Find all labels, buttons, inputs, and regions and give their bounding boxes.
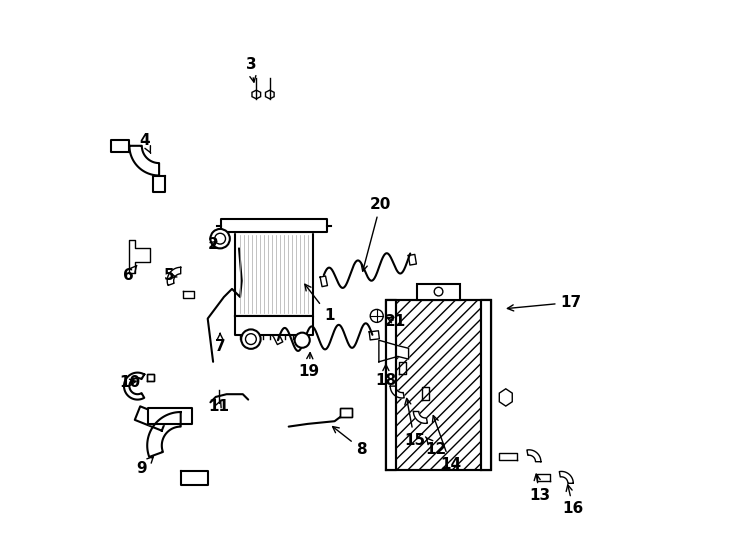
Polygon shape [184, 291, 195, 298]
Polygon shape [221, 219, 327, 232]
Bar [386, 300, 491, 470]
Polygon shape [390, 386, 404, 398]
Polygon shape [252, 90, 261, 99]
Polygon shape [422, 387, 429, 400]
Text: 13: 13 [529, 474, 550, 503]
Text: 6: 6 [123, 266, 137, 283]
Text: 7: 7 [215, 333, 225, 354]
Polygon shape [181, 471, 208, 485]
Polygon shape [537, 475, 550, 482]
Bar [235, 232, 313, 316]
Polygon shape [320, 276, 327, 287]
Polygon shape [235, 316, 313, 335]
Text: 12: 12 [426, 437, 447, 457]
Polygon shape [167, 267, 181, 286]
Polygon shape [413, 411, 427, 423]
Text: 17: 17 [507, 295, 581, 311]
Text: 1: 1 [305, 284, 335, 323]
Text: 15: 15 [404, 399, 425, 448]
Polygon shape [499, 389, 512, 406]
Polygon shape [559, 471, 573, 483]
Circle shape [211, 229, 230, 248]
Polygon shape [386, 300, 396, 470]
Polygon shape [266, 90, 274, 99]
Text: 4: 4 [139, 133, 150, 153]
Circle shape [370, 309, 383, 322]
Circle shape [294, 333, 310, 348]
Text: 3: 3 [246, 57, 256, 82]
Polygon shape [135, 406, 167, 431]
Text: 16: 16 [563, 485, 584, 516]
Polygon shape [148, 412, 181, 457]
Text: 9: 9 [137, 457, 153, 476]
Polygon shape [129, 240, 150, 273]
Polygon shape [273, 333, 283, 345]
Text: 20: 20 [361, 197, 391, 271]
Text: 8: 8 [333, 427, 367, 457]
Polygon shape [148, 374, 153, 381]
Polygon shape [527, 450, 541, 462]
Polygon shape [153, 176, 165, 192]
Text: 2: 2 [208, 237, 219, 252]
Text: 18: 18 [375, 364, 396, 388]
Polygon shape [124, 373, 145, 400]
Polygon shape [129, 146, 159, 176]
Polygon shape [399, 362, 406, 374]
Text: 11: 11 [208, 399, 229, 414]
Polygon shape [482, 300, 491, 470]
Circle shape [241, 329, 261, 349]
Polygon shape [418, 284, 459, 300]
Polygon shape [408, 254, 416, 265]
Polygon shape [148, 408, 192, 424]
Bar [386, 300, 491, 470]
Text: 21: 21 [385, 314, 406, 329]
Text: 14: 14 [432, 416, 461, 472]
Polygon shape [499, 453, 517, 460]
Polygon shape [369, 331, 379, 340]
Text: 10: 10 [119, 375, 140, 390]
Polygon shape [111, 140, 129, 152]
Circle shape [215, 233, 225, 244]
Circle shape [435, 287, 443, 296]
Polygon shape [340, 408, 352, 417]
Polygon shape [379, 340, 409, 362]
Text: 19: 19 [299, 353, 320, 379]
Circle shape [245, 334, 256, 345]
Text: 5: 5 [164, 268, 177, 283]
